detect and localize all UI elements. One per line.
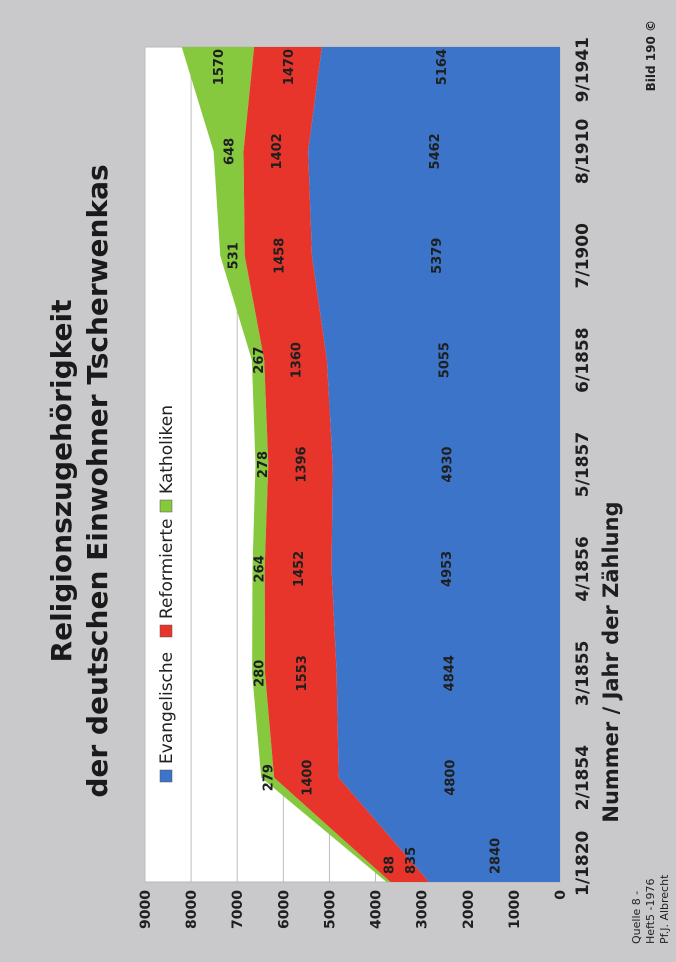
y-tick-label: 7000 — [230, 890, 246, 929]
data-label-katholiken: 267 — [252, 347, 267, 374]
legend-swatch-katholiken — [159, 499, 173, 513]
data-label-katholiken: 531 — [226, 242, 241, 269]
data-label-reformierte: 1452 — [292, 551, 307, 587]
x-tick-label: 7/1900 — [573, 223, 593, 289]
legend-swatch-reformierte — [159, 624, 173, 638]
legend-swatch-evangelische — [159, 769, 173, 783]
data-label-evangelische: 4930 — [440, 446, 455, 482]
data-label-katholiken: 279 — [262, 764, 277, 791]
data-label-reformierte: 1360 — [290, 342, 305, 378]
y-tick-label: 4000 — [369, 890, 385, 929]
y-tick-label: 5000 — [322, 890, 338, 929]
data-label-reformierte: 1396 — [294, 446, 309, 482]
legend-label-katholiken: Katholiken — [157, 405, 177, 494]
x-tick-label: 9/1941 — [573, 37, 593, 102]
legend-label-reformierte: Reformierte — [157, 519, 177, 619]
x-tick-label: 2/1854 — [573, 745, 593, 811]
area-reformierte — [243, 47, 430, 882]
data-label-katholiken: 88 — [383, 856, 398, 874]
data-label-katholiken: 648 — [223, 138, 238, 165]
x-tick-label: 4/1856 — [573, 536, 593, 601]
data-label-evangelische: 2840 — [489, 838, 504, 874]
data-label-evangelische: 5055 — [437, 342, 452, 378]
x-tick-label: 1/1820 — [573, 830, 593, 896]
data-label-evangelische: 4800 — [443, 760, 458, 796]
data-label-reformierte: 1553 — [295, 655, 310, 691]
data-label-katholiken: 1570 — [212, 49, 227, 85]
legend-label-evangelische: Evangelische — [157, 652, 177, 764]
data-label-reformierte: 1402 — [270, 133, 285, 169]
x-tick-label: 6/1858 — [573, 327, 593, 392]
data-label-reformierte: 1458 — [272, 238, 287, 274]
y-tick-label: 2000 — [461, 890, 477, 929]
y-tick-label: 8000 — [184, 890, 200, 929]
data-label-reformierte: 835 — [404, 847, 419, 874]
y-tick-label: 6000 — [276, 890, 292, 929]
y-tick-label: 0 — [553, 890, 569, 900]
data-label-evangelische: 5164 — [435, 49, 450, 85]
y-tick-label: 1000 — [507, 890, 523, 929]
data-label-katholiken: 278 — [256, 451, 271, 478]
area-katholiken — [181, 47, 391, 882]
area-evangelische — [308, 47, 560, 882]
data-label-reformierte: 1400 — [300, 760, 315, 796]
data-label-evangelische: 4953 — [440, 551, 455, 587]
data-label-evangelische: 5462 — [428, 133, 443, 169]
y-tick-label: 9000 — [138, 890, 154, 929]
data-label-evangelische: 5379 — [430, 238, 445, 274]
data-label-reformierte: 1470 — [282, 49, 297, 85]
data-label-evangelische: 4844 — [442, 655, 457, 691]
data-label-katholiken: 280 — [253, 660, 268, 687]
y-tick-label: 3000 — [415, 890, 431, 929]
x-tick-label: 3/1855 — [573, 641, 593, 706]
x-tick-label: 8/1910 — [573, 119, 593, 185]
data-label-katholiken: 264 — [253, 555, 268, 582]
x-axis-title: Nummer / Jahr der Zählung — [599, 501, 623, 822]
x-tick-label: 5/1857 — [573, 432, 593, 497]
